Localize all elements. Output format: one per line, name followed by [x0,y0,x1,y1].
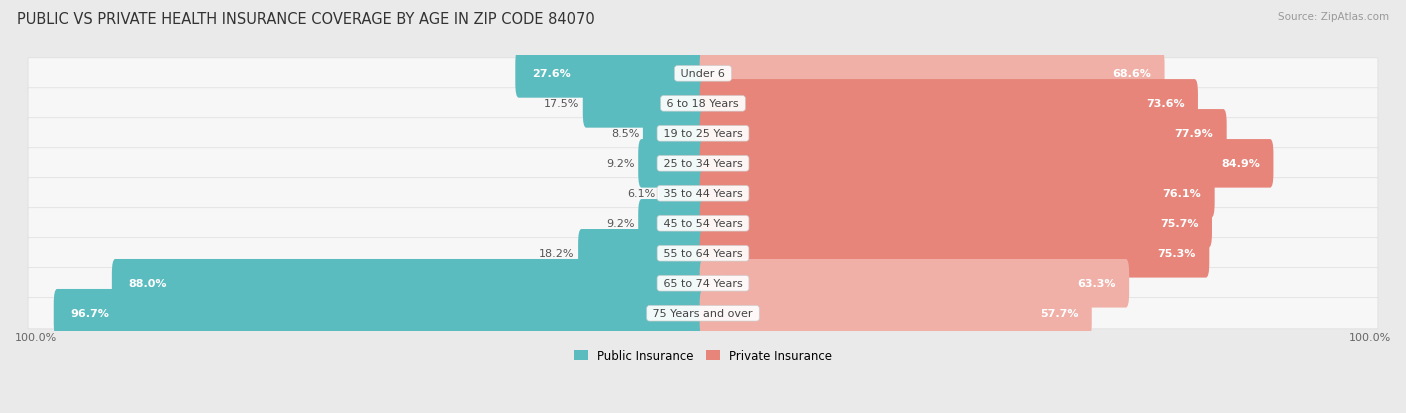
FancyBboxPatch shape [700,80,1198,128]
FancyBboxPatch shape [659,170,706,218]
Text: 55 to 64 Years: 55 to 64 Years [659,249,747,259]
Text: 75.3%: 75.3% [1157,249,1197,259]
Text: 45 to 54 Years: 45 to 54 Years [659,219,747,229]
Text: 84.9%: 84.9% [1222,159,1260,169]
FancyBboxPatch shape [516,50,706,98]
Text: 6.1%: 6.1% [627,189,655,199]
Text: 65 to 74 Years: 65 to 74 Years [659,279,747,289]
Text: Under 6: Under 6 [678,69,728,79]
FancyBboxPatch shape [28,238,1378,269]
Text: 17.5%: 17.5% [544,99,579,109]
FancyBboxPatch shape [28,119,1378,150]
Text: 35 to 44 Years: 35 to 44 Years [659,189,747,199]
Text: 73.6%: 73.6% [1146,99,1185,109]
FancyBboxPatch shape [638,199,706,248]
Text: 63.3%: 63.3% [1077,279,1116,289]
FancyBboxPatch shape [28,178,1378,209]
Text: 75 Years and over: 75 Years and over [650,309,756,318]
FancyBboxPatch shape [700,199,1212,248]
Text: 57.7%: 57.7% [1040,309,1078,318]
FancyBboxPatch shape [700,140,1274,188]
FancyBboxPatch shape [700,230,1209,278]
Text: 25 to 34 Years: 25 to 34 Years [659,159,747,169]
FancyBboxPatch shape [700,259,1129,308]
FancyBboxPatch shape [700,289,1091,338]
FancyBboxPatch shape [28,88,1378,120]
Text: 6 to 18 Years: 6 to 18 Years [664,99,742,109]
Text: 100.0%: 100.0% [1348,332,1391,342]
Text: 75.7%: 75.7% [1160,219,1199,229]
Text: 68.6%: 68.6% [1112,69,1152,79]
FancyBboxPatch shape [638,140,706,188]
FancyBboxPatch shape [28,148,1378,180]
FancyBboxPatch shape [700,170,1215,218]
FancyBboxPatch shape [53,289,706,338]
Text: 100.0%: 100.0% [15,332,58,342]
FancyBboxPatch shape [28,59,1378,90]
FancyBboxPatch shape [28,268,1378,299]
Text: 76.1%: 76.1% [1163,189,1201,199]
Legend: Public Insurance, Private Insurance: Public Insurance, Private Insurance [569,344,837,367]
Text: 9.2%: 9.2% [606,159,636,169]
Text: 77.9%: 77.9% [1174,129,1213,139]
FancyBboxPatch shape [582,80,706,128]
FancyBboxPatch shape [28,298,1378,329]
Text: 27.6%: 27.6% [531,69,571,79]
Text: 18.2%: 18.2% [540,249,575,259]
Text: 96.7%: 96.7% [70,309,110,318]
FancyBboxPatch shape [643,110,706,158]
FancyBboxPatch shape [28,208,1378,239]
Text: 88.0%: 88.0% [128,279,167,289]
Text: PUBLIC VS PRIVATE HEALTH INSURANCE COVERAGE BY AGE IN ZIP CODE 84070: PUBLIC VS PRIVATE HEALTH INSURANCE COVER… [17,12,595,27]
FancyBboxPatch shape [578,230,706,278]
FancyBboxPatch shape [700,110,1226,158]
FancyBboxPatch shape [700,50,1164,98]
Text: 9.2%: 9.2% [606,219,636,229]
FancyBboxPatch shape [112,259,706,308]
Text: Source: ZipAtlas.com: Source: ZipAtlas.com [1278,12,1389,22]
Text: 19 to 25 Years: 19 to 25 Years [659,129,747,139]
Text: 8.5%: 8.5% [612,129,640,139]
